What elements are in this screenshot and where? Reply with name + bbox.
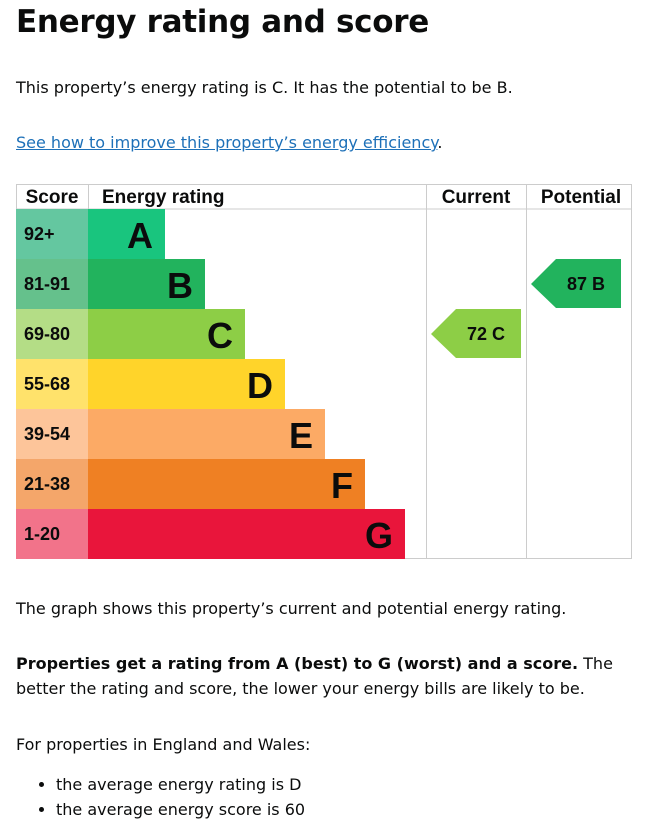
rating-bar-C <box>88 309 245 359</box>
graph-note: The graph shows this property’s current … <box>16 599 567 618</box>
rating-bar-E <box>88 409 325 459</box>
page-title: Energy rating and score <box>16 4 429 40</box>
score-label-C: 69-80 <box>24 324 70 344</box>
rating-bold: Properties get a rating from A (best) to… <box>16 654 579 673</box>
potential-arrow <box>531 259 621 308</box>
rating-letter-B: B <box>167 265 193 306</box>
score-cell-G <box>16 509 88 559</box>
score-cell-A <box>16 209 88 259</box>
rating-rest: The better the rating and score, the low… <box>16 654 613 698</box>
rating-letter-C: C <box>207 315 233 356</box>
intro-text: This property’s energy rating is C. It h… <box>16 78 513 97</box>
rating-bar-A <box>88 209 165 259</box>
rating-letter-D: D <box>247 365 273 406</box>
score-cell-E <box>16 409 88 459</box>
score-label-G: 1-20 <box>24 524 60 544</box>
score-cell-D <box>16 359 88 409</box>
average-rating: the average energy rating is D <box>56 772 305 797</box>
improve-paragraph: See how to improve this property’s energ… <box>16 130 636 155</box>
score-cell-C <box>16 309 88 359</box>
score-cell-F <box>16 459 88 509</box>
header-score: Score <box>26 187 79 208</box>
score-label-D: 55-68 <box>24 374 70 394</box>
score-label-A: 92+ <box>24 224 55 244</box>
average-score: the average energy score is 60 <box>56 797 305 822</box>
header-energy-rating: Energy rating <box>102 187 224 208</box>
current-arrow <box>431 309 521 358</box>
current-label: 72 C <box>467 324 505 344</box>
score-cell-B <box>16 259 88 309</box>
rating-letter-G: G <box>365 515 393 556</box>
header-current: Current <box>442 187 511 208</box>
average-intro: For properties in England and Wales: <box>16 735 311 754</box>
improve-link[interactable]: See how to improve this property’s energ… <box>16 133 438 152</box>
rating-bar-F <box>88 459 365 509</box>
score-label-E: 39-54 <box>24 424 70 444</box>
rating-letter-F: F <box>331 465 353 506</box>
averages-list: the average energy rating is D the avera… <box>16 772 305 822</box>
rating-letter-E: E <box>289 415 313 456</box>
link-suffix: . <box>437 133 443 152</box>
potential-label: 87 B <box>567 274 605 294</box>
rating-bar-D <box>88 359 285 409</box>
score-label-F: 21-38 <box>24 474 70 494</box>
rating-explanation: Properties get a rating from A (best) to… <box>16 651 636 701</box>
rating-letter-A: A <box>127 215 153 256</box>
score-label-B: 81-91 <box>24 274 70 294</box>
header-potential: Potential <box>541 187 621 208</box>
energy-rating-chart: Score Energy rating Current Potential 92+ A 81… <box>16 184 632 559</box>
rating-bar-G <box>88 509 405 559</box>
rating-bar-B <box>88 259 205 309</box>
